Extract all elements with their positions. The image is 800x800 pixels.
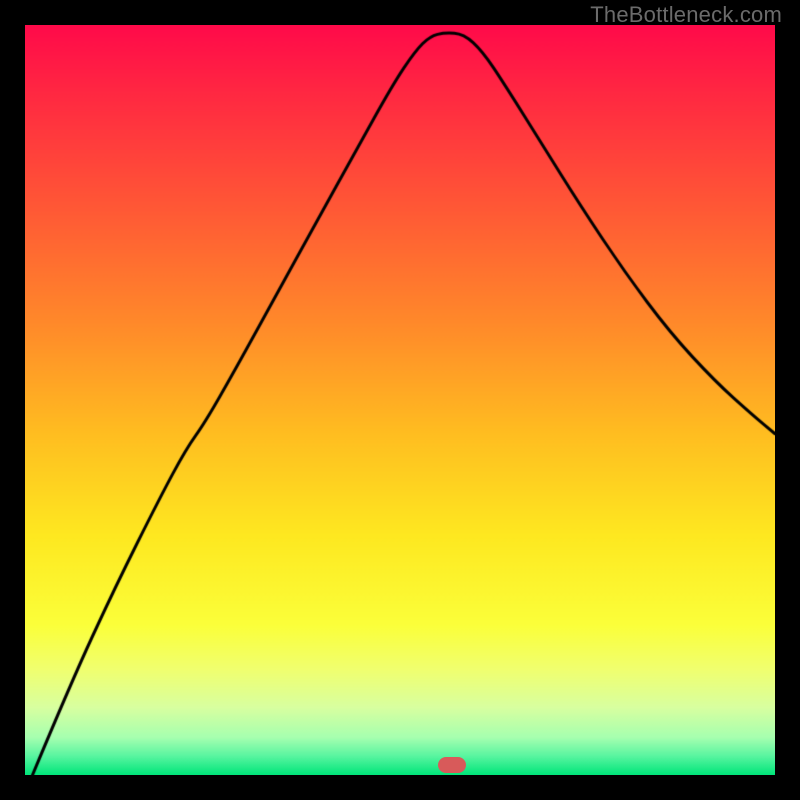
bottleneck-curve: [25, 25, 775, 775]
watermark-label: TheBottleneck.com: [590, 2, 782, 28]
bottleneck-marker: [438, 757, 466, 773]
